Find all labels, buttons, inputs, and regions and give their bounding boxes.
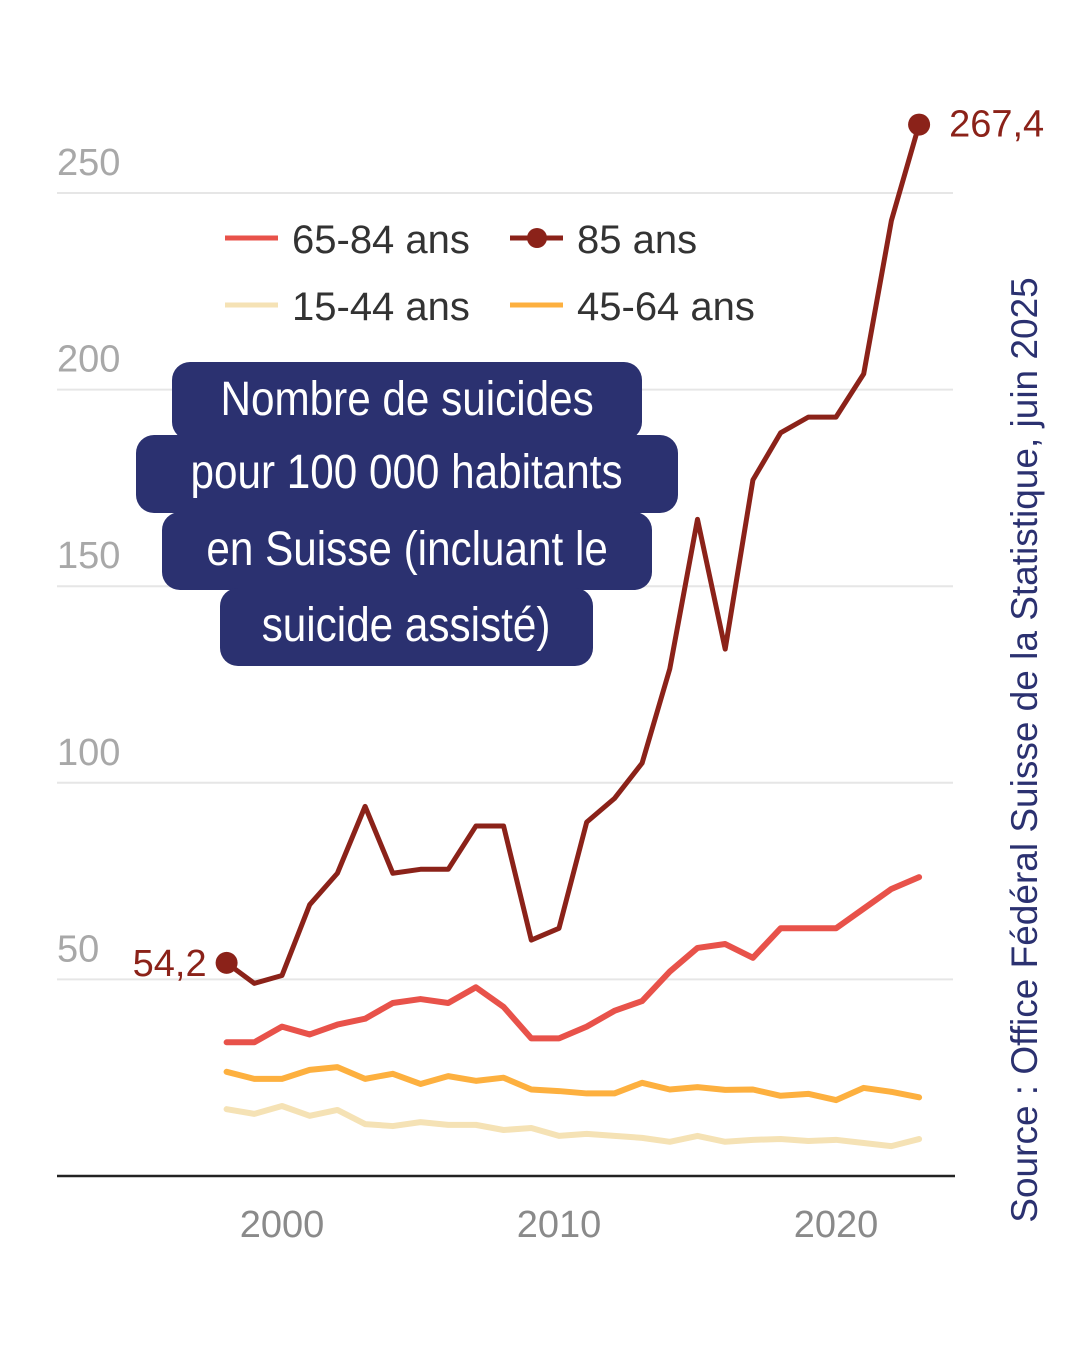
legend-label: 65-84 ans: [292, 218, 470, 262]
x-tick-label: 2010: [517, 1204, 602, 1246]
series-line-65-84-ans: [223, 874, 923, 1046]
title-line-3: en Suisse (incluant le: [162, 512, 652, 590]
data-point-last: [908, 113, 931, 136]
y-tick-label: 150: [57, 535, 120, 577]
legend-label: 15-44 ans: [292, 285, 470, 329]
chart-title: Nombre de suicides pour 100 000 habitant…: [136, 362, 678, 666]
title-line-4: suicide assisté): [220, 588, 593, 666]
x-tick-label: 2020: [794, 1204, 879, 1246]
series-line-45-64-ans: [223, 1064, 923, 1104]
series-line-85-ans: [224, 122, 922, 986]
data-point-first: [215, 951, 238, 974]
y-tick-label: 200: [57, 339, 120, 381]
source-note: Source : Office Fédéral Suisse de la Sta…: [1004, 277, 1045, 1223]
legend-marker: [527, 228, 547, 248]
title-line-1: Nombre de suicides: [172, 362, 642, 440]
legend-label: 45-64 ans: [577, 285, 755, 329]
y-tick-label: 250: [57, 142, 120, 184]
x-tick-label: 2000: [240, 1204, 325, 1246]
data-label-last: 267,4: [949, 104, 1044, 146]
legend-label: 85 ans: [577, 218, 697, 262]
data-label-first: 54,2: [133, 943, 207, 985]
series-line-15-44-ans: [223, 1103, 923, 1150]
y-tick-label: 100: [57, 732, 120, 774]
title-line-2: pour 100 000 habitants: [136, 435, 678, 513]
y-tick-label: 50: [57, 928, 99, 970]
